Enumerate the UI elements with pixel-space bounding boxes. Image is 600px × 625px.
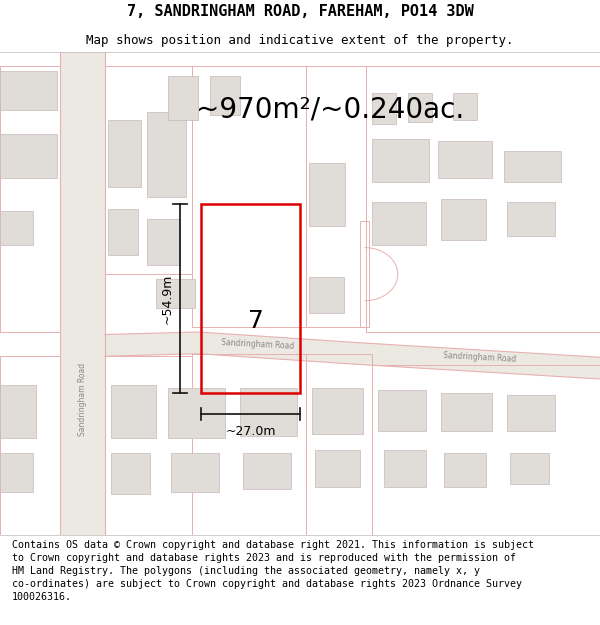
Text: 7: 7 — [248, 309, 263, 333]
Bar — [0, 211, 33, 245]
Bar — [510, 453, 549, 484]
Bar — [168, 76, 198, 119]
Bar — [444, 453, 486, 487]
Bar — [111, 385, 156, 438]
Bar — [441, 392, 492, 431]
Text: Sandringham Road: Sandringham Road — [79, 363, 88, 436]
Bar — [210, 76, 240, 115]
Polygon shape — [105, 332, 600, 379]
Bar — [147, 219, 180, 264]
Bar — [384, 451, 426, 487]
Bar — [108, 209, 138, 255]
Text: 7, SANDRINGHAM ROAD, FAREHAM, PO14 3DW: 7, SANDRINGHAM ROAD, FAREHAM, PO14 3DW — [127, 4, 473, 19]
Text: ~970m²/~0.240ac.: ~970m²/~0.240ac. — [196, 96, 464, 124]
Bar — [108, 119, 141, 188]
Text: Map shows position and indicative extent of the property.: Map shows position and indicative extent… — [86, 34, 514, 47]
Bar — [0, 134, 57, 178]
Text: ~54.9m: ~54.9m — [160, 273, 173, 324]
Bar — [156, 279, 195, 308]
Bar — [0, 453, 33, 491]
Bar — [309, 277, 344, 313]
Bar — [147, 112, 186, 197]
Bar — [201, 204, 300, 392]
Bar — [507, 202, 555, 236]
Bar — [0, 385, 36, 438]
Bar — [372, 93, 396, 124]
Bar — [408, 93, 432, 122]
Bar — [378, 390, 426, 431]
Bar — [309, 163, 345, 226]
Bar — [453, 93, 477, 119]
Bar — [372, 202, 426, 245]
Text: Sandringham Road: Sandringham Road — [221, 338, 295, 351]
Text: Contains OS data © Crown copyright and database right 2021. This information is : Contains OS data © Crown copyright and d… — [12, 539, 534, 602]
Bar — [60, 52, 105, 535]
Bar — [240, 388, 297, 436]
Bar — [438, 141, 492, 177]
Bar — [111, 453, 150, 494]
Bar — [168, 388, 225, 438]
Bar — [315, 451, 360, 487]
Bar — [171, 453, 219, 491]
Text: ~27.0m: ~27.0m — [225, 424, 276, 438]
Bar — [243, 453, 291, 489]
Bar — [507, 395, 555, 431]
Text: Sandringham Road: Sandringham Road — [443, 351, 517, 364]
Bar — [312, 388, 363, 434]
Bar — [441, 199, 486, 241]
Bar — [504, 151, 561, 182]
Bar — [372, 139, 429, 182]
Bar — [0, 71, 57, 110]
